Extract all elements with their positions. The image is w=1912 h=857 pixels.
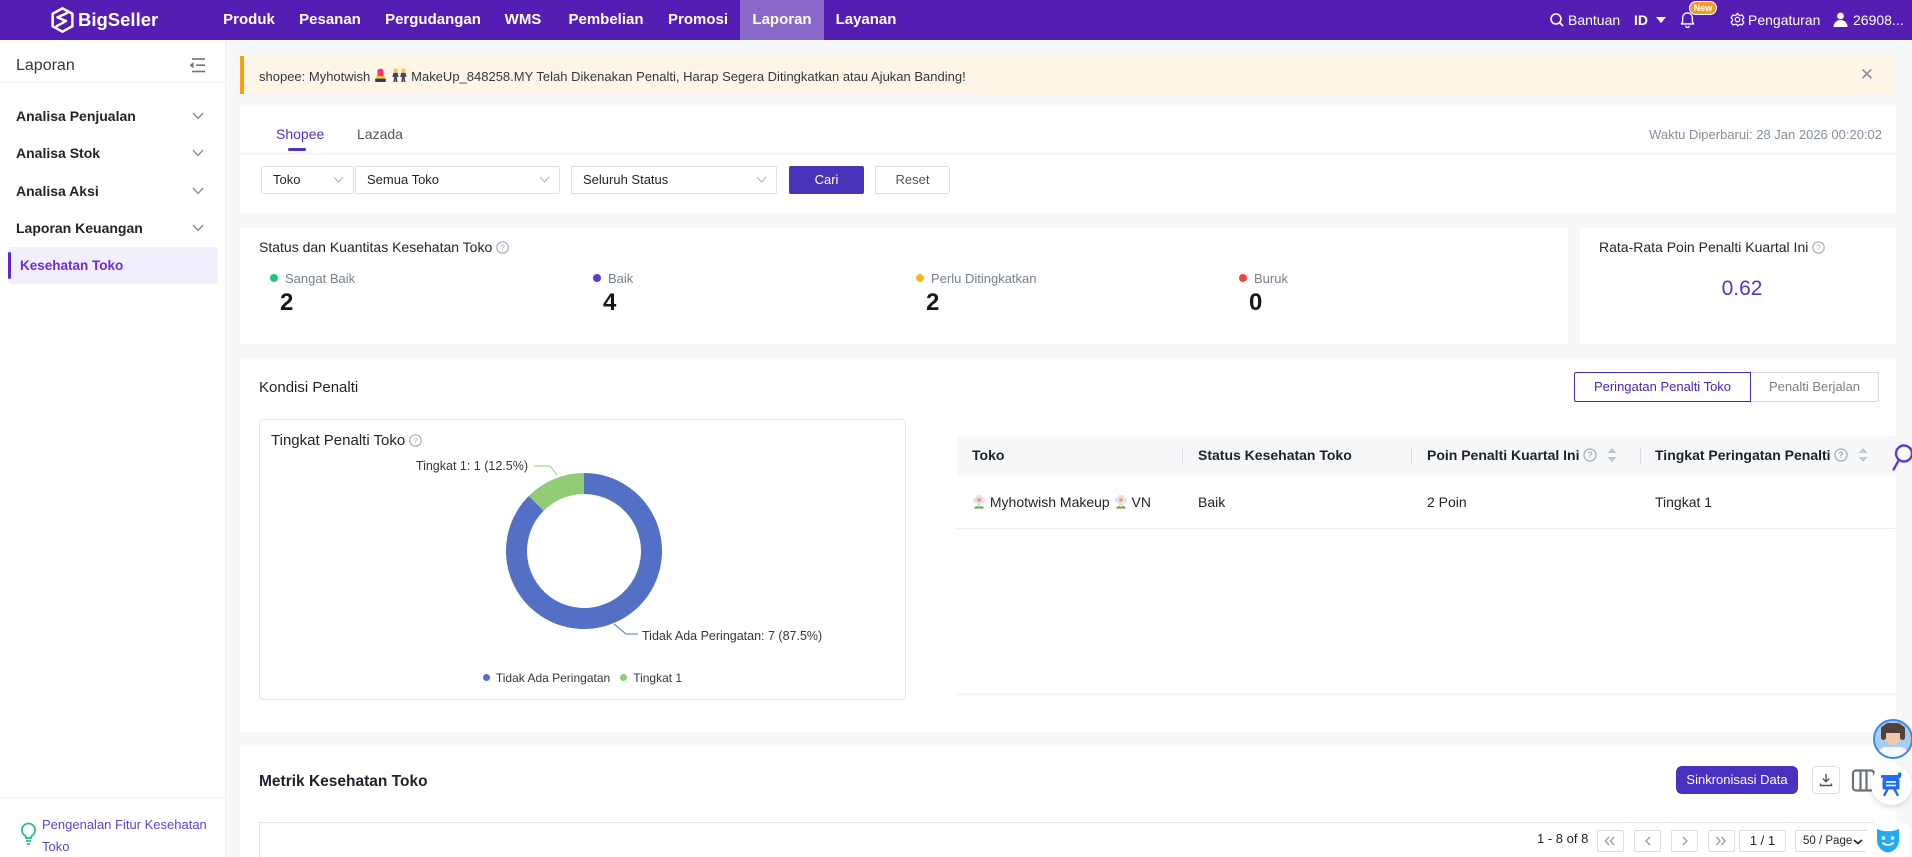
svg-text:?: ? (1839, 450, 1845, 460)
svg-text:?: ? (500, 242, 505, 252)
svg-text:?: ? (1588, 450, 1594, 460)
svg-text:?: ? (414, 435, 419, 445)
svg-text:?: ? (1816, 242, 1821, 252)
